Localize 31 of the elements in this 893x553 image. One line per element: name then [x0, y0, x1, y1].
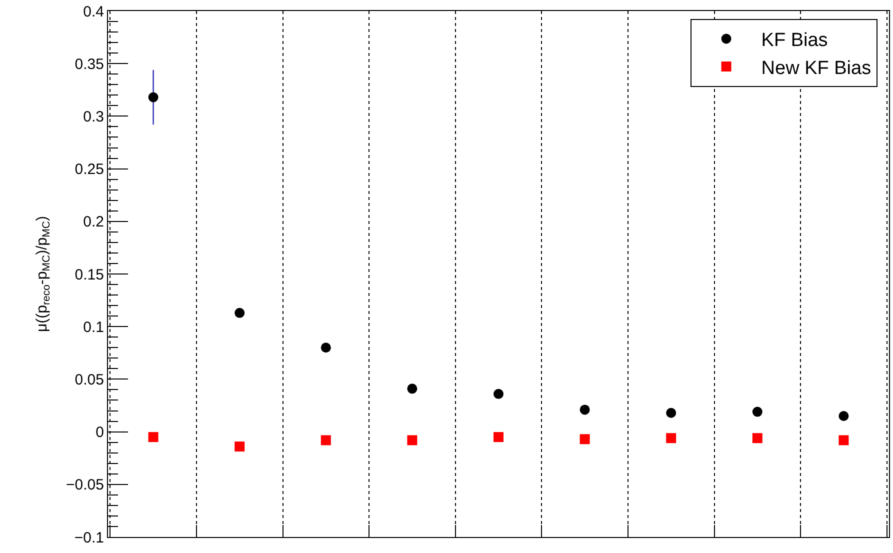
y-tick-label: 0.4 — [83, 3, 104, 20]
point — [666, 433, 676, 444]
point — [580, 404, 590, 415]
y-tick-label: 0 — [96, 424, 104, 442]
y-tick-label: 0.25 — [74, 161, 104, 178]
point — [838, 435, 849, 446]
y-tick-label: 0.05 — [74, 371, 104, 388]
point — [580, 434, 590, 444]
y-tick-label: 0.35 — [74, 56, 104, 73]
y-tick-label: −0.1 — [74, 529, 104, 546]
point — [494, 432, 504, 442]
point — [494, 388, 504, 399]
point — [234, 308, 245, 318]
point — [666, 408, 676, 418]
point — [752, 406, 762, 417]
point — [148, 92, 158, 102]
point — [320, 435, 331, 446]
y-tick-label: 0.3 — [83, 108, 104, 126]
legend-label: New KF Bias — [761, 58, 872, 79]
y-tick-label: 0.15 — [74, 266, 104, 284]
legend-label: KF Bias — [761, 30, 828, 52]
point — [148, 432, 158, 442]
point — [752, 433, 762, 444]
point — [838, 411, 849, 422]
y-tick-label: 0.2 — [83, 214, 104, 231]
point — [407, 384, 418, 394]
y-tick-label: −0.05 — [66, 476, 104, 494]
point — [407, 435, 418, 446]
point — [320, 342, 331, 353]
y-tick-label: 0.1 — [83, 318, 104, 336]
point — [234, 442, 245, 452]
